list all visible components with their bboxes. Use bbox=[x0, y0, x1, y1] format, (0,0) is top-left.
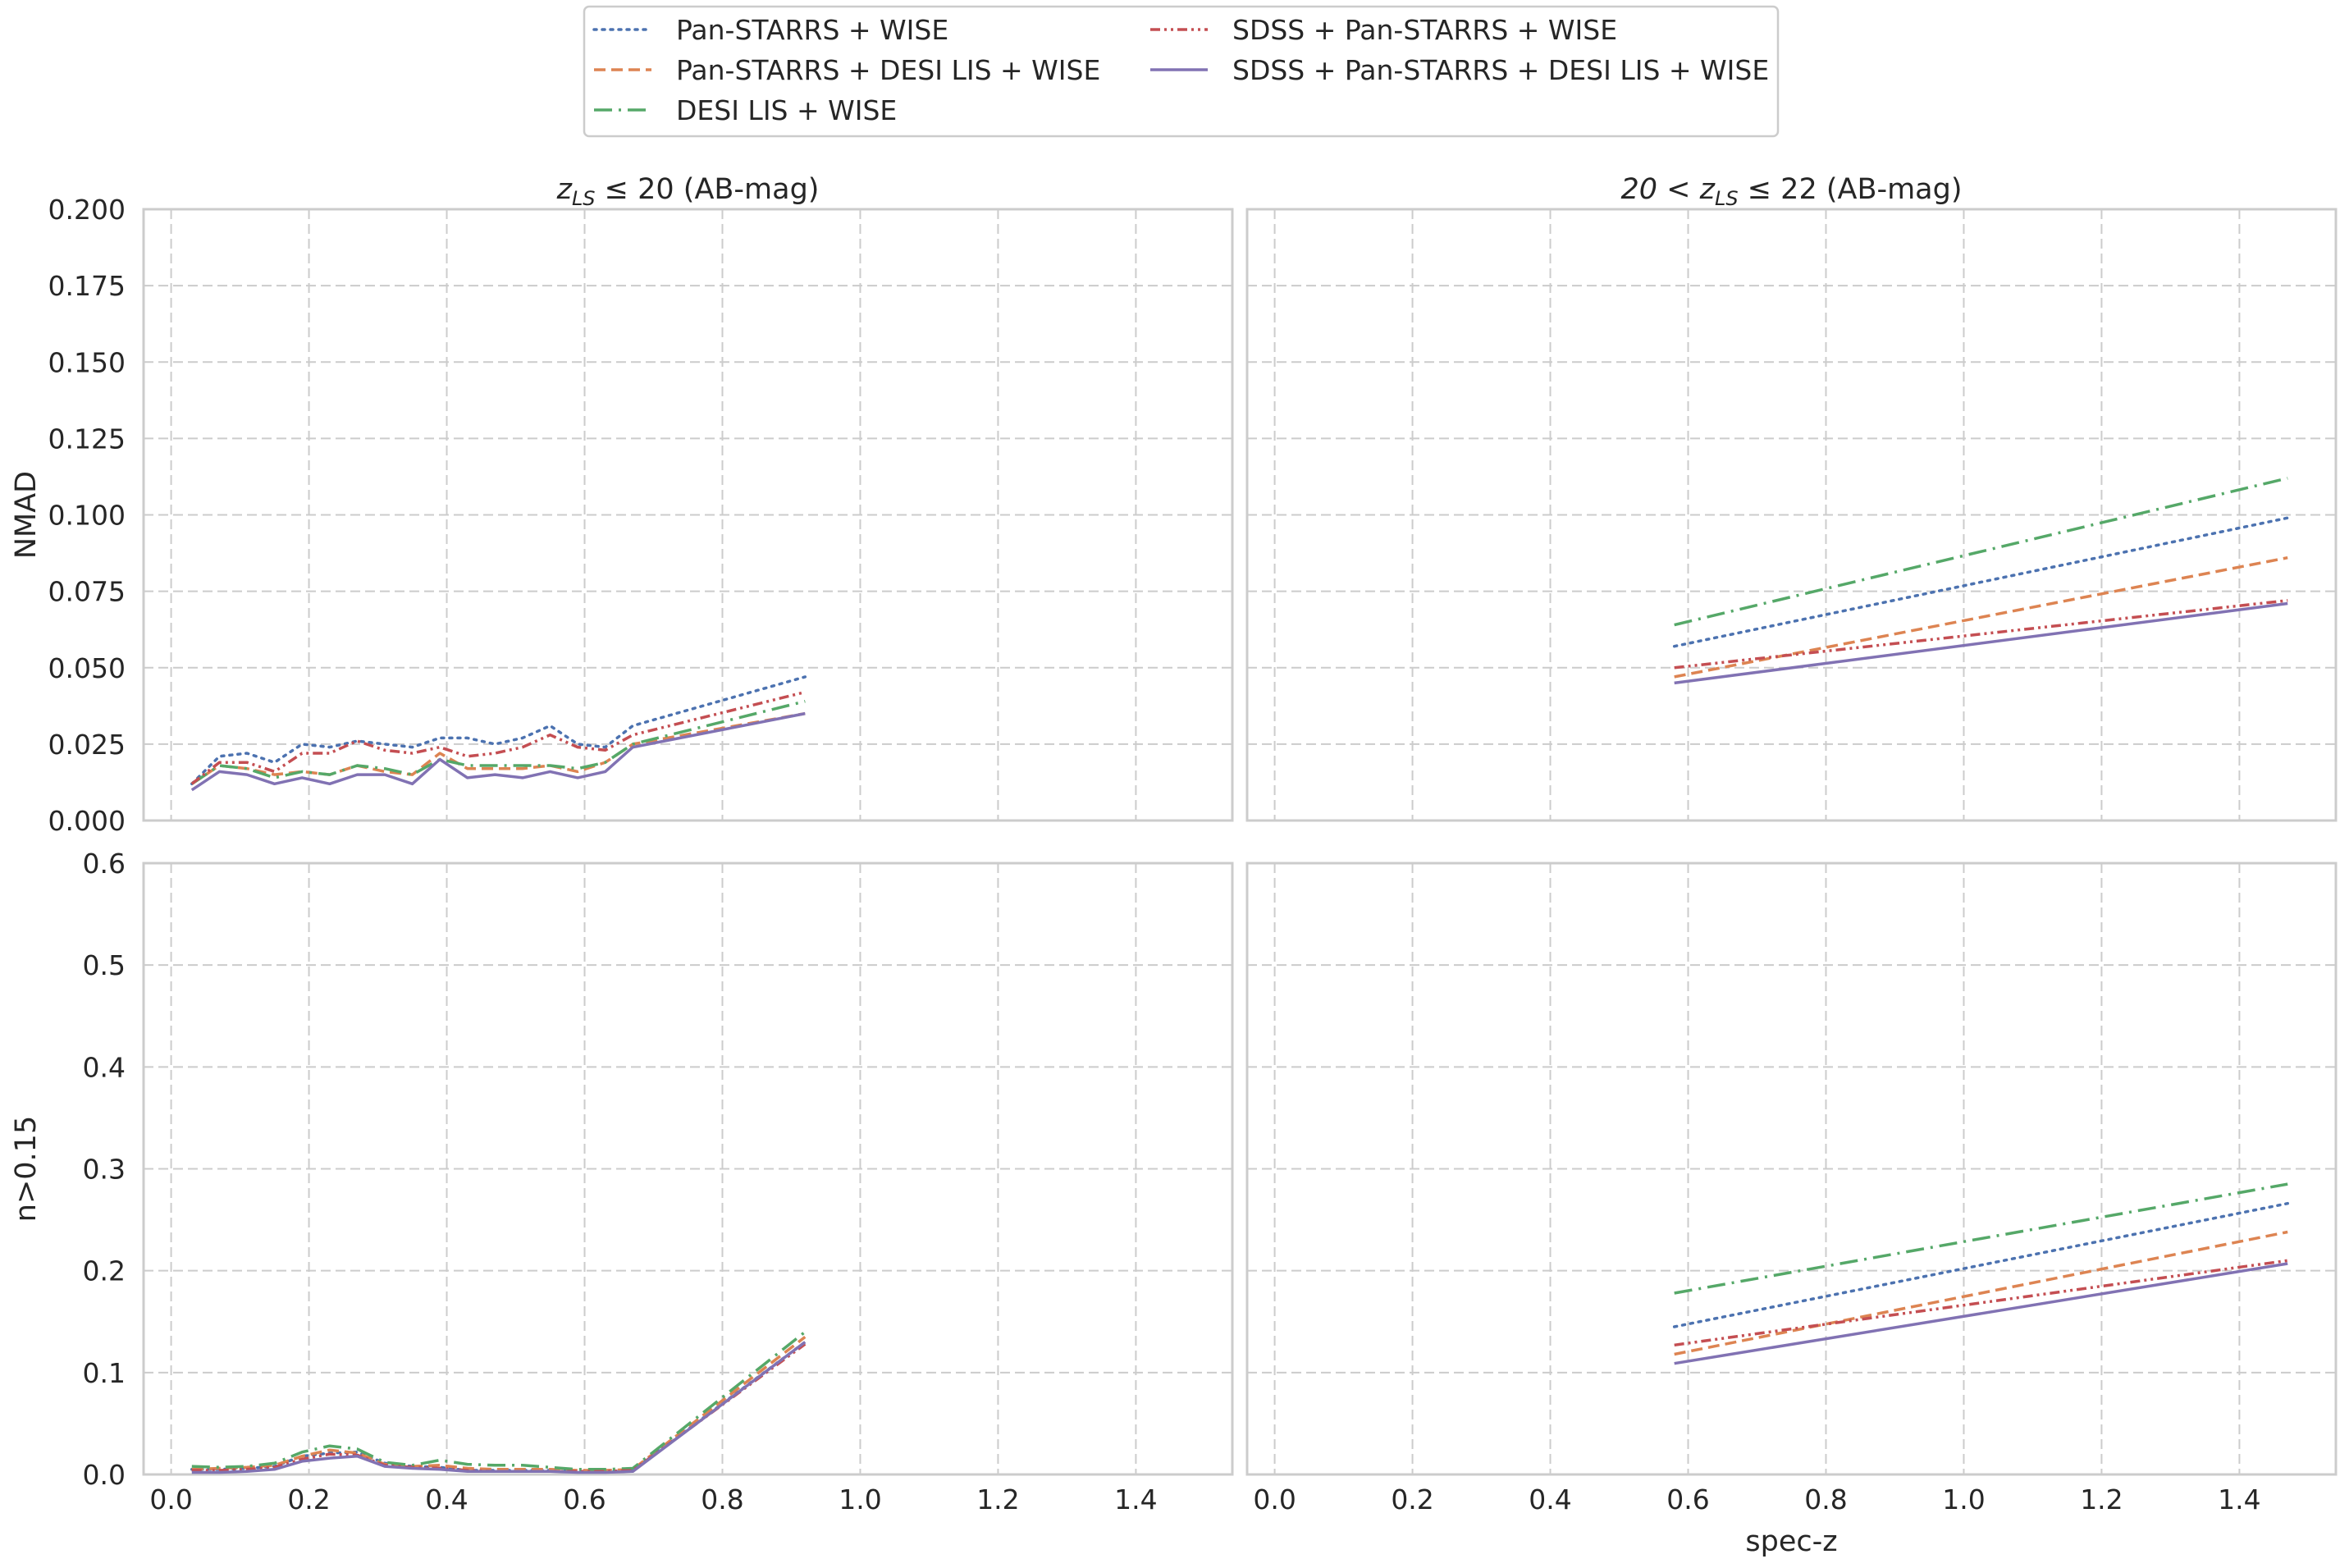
series-line bbox=[1672, 516, 2289, 648]
series-line bbox=[1674, 599, 2288, 670]
series-line bbox=[190, 711, 806, 785]
series-group-r0-c1 bbox=[1672, 477, 2289, 685]
y-tick-label: 0.125 bbox=[48, 423, 126, 455]
panel-frame bbox=[1245, 862, 2338, 1476]
panel-frame bbox=[1245, 208, 2338, 822]
series-group-r1-c0 bbox=[190, 1330, 807, 1474]
title-part: ≤ 20 (AB-mag) bbox=[596, 173, 820, 206]
series-group-r1-c1 bbox=[1672, 1182, 2289, 1365]
series-line bbox=[190, 690, 806, 785]
x-tick-label: 1.0 bbox=[839, 1483, 881, 1515]
x-axis-label: spec-z bbox=[1745, 1525, 1837, 1558]
y-tick-label: 0.000 bbox=[48, 805, 126, 837]
y-tick-label: 0.5 bbox=[83, 949, 126, 981]
legend-label: SDSS + Pan-STARRS + DESI LIS + WISE bbox=[1232, 54, 1769, 86]
y-tick-label: 0.100 bbox=[48, 500, 126, 532]
legend-label: Pan-STARRS + DESI LIS + WISE bbox=[676, 54, 1100, 86]
y-tick-label: 0.025 bbox=[48, 729, 126, 761]
x-tick-label: 1.4 bbox=[1114, 1483, 1157, 1515]
series-line bbox=[191, 1330, 807, 1471]
panels: 0.000 0.025 0.050 0.075 0.100 0.125 0.150 0.175… bbox=[48, 194, 2338, 1515]
column-title: 20 < zLS ≤ 22 (AB-mag) bbox=[1621, 173, 1963, 210]
series-line bbox=[1674, 555, 2288, 679]
title-subscript: LS bbox=[1715, 187, 1739, 210]
column-title: zLS ≤ 20 (AB-mag) bbox=[556, 173, 820, 210]
y-axis-label: n>0.15 bbox=[10, 1116, 43, 1222]
x-tick-label: 0.8 bbox=[1804, 1483, 1847, 1515]
x-tick-label: 0.6 bbox=[563, 1483, 606, 1515]
legend-frame bbox=[583, 5, 1780, 138]
x-tick-label: 1.4 bbox=[2218, 1483, 2260, 1515]
y-tick-label: 0.1 bbox=[83, 1357, 126, 1389]
y-tick-label: 0.0 bbox=[83, 1459, 126, 1491]
series-line bbox=[1672, 1201, 2289, 1328]
x-tick-label: 1.2 bbox=[2080, 1483, 2123, 1515]
panel-frame bbox=[142, 862, 1234, 1476]
series-line bbox=[190, 700, 806, 785]
x-tick-label: 0.4 bbox=[425, 1483, 468, 1515]
x-tick-label: 0.0 bbox=[149, 1483, 192, 1515]
y-tick-label: 0.6 bbox=[83, 848, 126, 880]
legend: Pan-STARRS + WISE Pan-STARRS + DESI LIS +… bbox=[583, 5, 1780, 138]
series-line bbox=[191, 1336, 807, 1472]
x-tick-label: 0.2 bbox=[1391, 1483, 1433, 1515]
legend-label: SDSS + Pan-STARRS + WISE bbox=[1232, 14, 1617, 46]
series-line bbox=[1674, 601, 2288, 685]
y-tick-label: 0.4 bbox=[83, 1051, 126, 1083]
title-part: 20 < z bbox=[1621, 173, 1716, 206]
panel-r0-c0: 0.000 0.025 0.050 0.075 0.100 0.125 0.150 0.175… bbox=[48, 194, 1234, 837]
axis-labels: zLS ≤ 20 (AB-mag) 20 < zLS ≤ 22 (AB-mag)N… bbox=[10, 173, 1963, 1558]
series-line bbox=[191, 1341, 807, 1474]
x-tick-label: 1.0 bbox=[1942, 1483, 1985, 1515]
y-tick-label: 0.175 bbox=[48, 270, 126, 302]
series-line bbox=[190, 711, 806, 792]
series-group-r0-c0 bbox=[190, 675, 807, 792]
series-line bbox=[1674, 1182, 2288, 1295]
series-line bbox=[1674, 1262, 2288, 1365]
series-line bbox=[191, 1342, 807, 1474]
x-tick-label: 0.4 bbox=[1529, 1483, 1571, 1515]
x-tick-label: 0.2 bbox=[287, 1483, 330, 1515]
panel-r0-c1 bbox=[1245, 208, 2338, 822]
title-part: ≤ 22 (AB-mag) bbox=[1739, 173, 1963, 206]
series-line bbox=[1674, 477, 2288, 627]
x-tick-label: 0.6 bbox=[1666, 1483, 1709, 1515]
y-tick-label: 0.200 bbox=[48, 194, 126, 226]
panel-frame bbox=[142, 208, 1234, 822]
title-part: z bbox=[556, 173, 573, 206]
series-line bbox=[1674, 1230, 2288, 1356]
y-tick-label: 0.050 bbox=[48, 652, 126, 684]
x-tick-label: 1.2 bbox=[976, 1483, 1019, 1515]
y-tick-label: 0.2 bbox=[83, 1255, 126, 1287]
y-axis-label: NMAD bbox=[10, 471, 43, 559]
x-tick-label: 0.8 bbox=[701, 1483, 743, 1515]
panel-r1-c1: 0.0 0.2 0.4 0.6 0.8 1.0 1.2 1.4 bbox=[1245, 862, 2338, 1515]
y-tick-label: 0.075 bbox=[48, 576, 126, 608]
title-subscript: LS bbox=[572, 187, 596, 210]
x-tick-label: 0.0 bbox=[1253, 1483, 1296, 1515]
y-tick-label: 0.150 bbox=[48, 346, 126, 378]
series-line bbox=[1674, 1259, 2288, 1347]
series-line bbox=[190, 1340, 807, 1474]
y-tick-label: 0.3 bbox=[83, 1154, 126, 1186]
panel-r1-c0: 0.0 0.2 0.4 0.6 0.8 1.0 1.2 1.4 0.0 0.1 0.2 0.3 0.4 0… bbox=[83, 848, 1234, 1515]
series-line bbox=[190, 675, 807, 786]
legend-label: DESI LIS + WISE bbox=[676, 94, 897, 126]
legend-label: Pan-STARRS + WISE bbox=[676, 14, 948, 46]
